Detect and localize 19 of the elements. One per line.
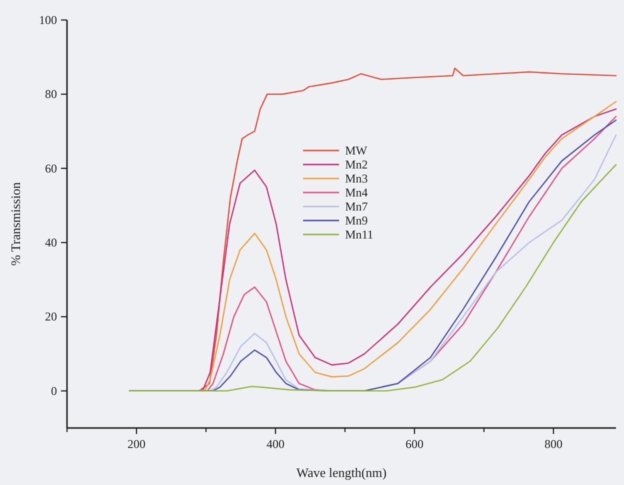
y-tick-label: 80 [45, 87, 57, 102]
x-tick-label: 400 [266, 437, 284, 451]
y-tick-label: 100 [39, 13, 57, 27]
x-tick-label: 200 [127, 437, 146, 451]
x-tick-label: 800 [544, 437, 562, 451]
y-tick-label: 20 [45, 310, 57, 324]
y-tick-label: 40 [45, 236, 57, 250]
legend-label: Mn2 [345, 158, 368, 172]
legend-label: Mn4 [345, 186, 368, 200]
y-tick-label: 0 [51, 384, 57, 398]
legend-label: Mn9 [345, 214, 368, 228]
legend-label: Mn3 [345, 172, 368, 186]
x-axis-title: Wave length(nm) [296, 465, 387, 480]
y-axis-title: % Transmission [8, 182, 23, 266]
x-tick-label: 600 [405, 437, 424, 451]
y-tick-label: 60 [45, 161, 57, 176]
legend-label: Mn7 [345, 200, 368, 214]
legend-label: MW [345, 144, 368, 158]
legend-label: Mn11 [345, 228, 374, 242]
